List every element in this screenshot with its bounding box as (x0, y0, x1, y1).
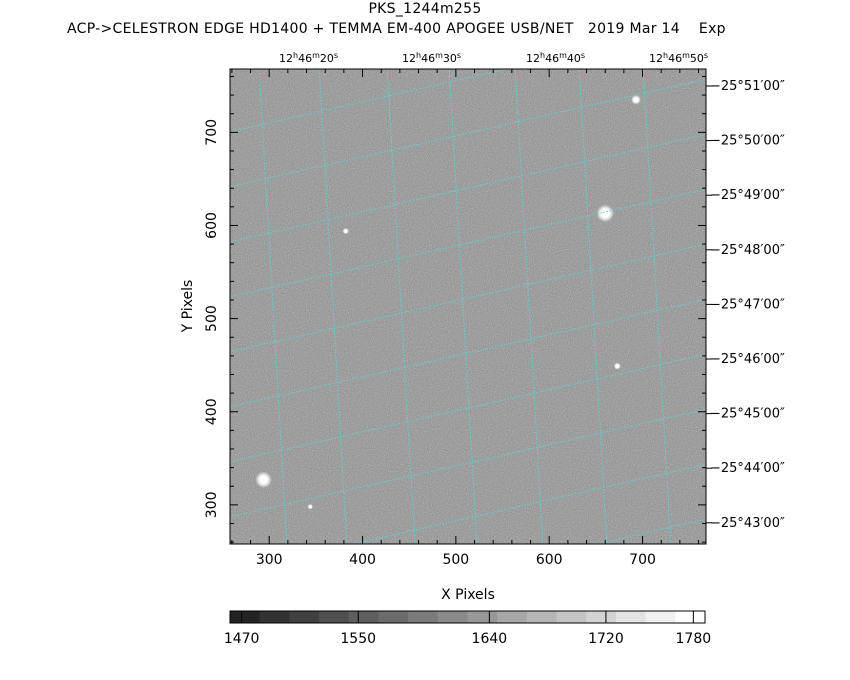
dec-grid-line (230, 78, 706, 188)
dec-grid-line (230, 243, 706, 353)
ra-grid-line (578, 69, 608, 544)
colorbar-swatch (497, 611, 528, 623)
colorbar-swatch (319, 611, 350, 623)
coordinate-grid (230, 69, 706, 544)
sky-image (230, 69, 706, 544)
star (613, 362, 621, 370)
star (631, 94, 641, 105)
x-tick-label: 300 (256, 552, 283, 568)
x-axis-label: X Pixels (441, 587, 495, 603)
dec-tick-label: −25°49′00″ (710, 188, 785, 203)
ra-tick-label: 12h46m50s (649, 51, 708, 66)
star-sources (255, 94, 641, 510)
x-tick-label: 700 (629, 552, 656, 568)
y-tick-label: 500 (204, 305, 220, 332)
ra-tick-label: 12h46m30s (402, 51, 461, 66)
image-subtitle: ACP->CELESTRON EDGE HD1400 + TEMMA EM-40… (67, 21, 726, 37)
y-tick-label: 300 (204, 492, 220, 519)
y-tick-label: 600 (204, 212, 220, 239)
y-tick-label: 400 (204, 398, 220, 425)
ra-tick-label: 12h46m40s (526, 51, 585, 66)
colorbar-label: 1470 (224, 631, 260, 647)
colorbar-label: 1780 (676, 631, 712, 647)
colorbar-labels: 1470 1550 1640 1720 1780 (224, 611, 711, 647)
dec-grid-line (230, 298, 706, 408)
colorbar-label: 1550 (340, 631, 376, 647)
colorbar-frame (229, 610, 706, 624)
ra-grid-line (258, 69, 288, 544)
colorbar-swatch (259, 611, 290, 623)
colorbar-swatch (675, 611, 706, 623)
colorbar-swatch (526, 611, 558, 623)
ra-tick-label: 12h46m20s (279, 51, 338, 66)
dec-tick-label: −25°45′00″ (710, 407, 785, 422)
star (255, 471, 272, 488)
star (307, 504, 313, 510)
ra-grid-line (386, 69, 416, 544)
colorbar-swatch (289, 611, 320, 623)
dec-grid-line (594, 518, 706, 544)
dec-tick-label: −25°50′00″ (710, 134, 785, 149)
star (342, 227, 349, 235)
dec-tick-label: −25°47′00″ (710, 297, 785, 312)
ra-axis-labels: 12h46m20s 12h46m30s 12h46m40s 12h46m50s (279, 51, 708, 66)
colorbar-swatch (408, 611, 439, 623)
ra-grid-line (318, 69, 348, 544)
colorbar-swatch (556, 611, 587, 623)
dec-tick-label: −25°44′00″ (710, 461, 785, 476)
dec-tick-label: −25°43′00″ (710, 516, 785, 531)
dec-axis-labels: −25°51′00″ −25°50′00″ −25°49′00″ −25°48′00″… (706, 79, 785, 531)
ra-grid-line (448, 69, 478, 544)
colorbar-swatch (378, 611, 409, 623)
image-frame (229, 68, 707, 545)
dec-grid-line (230, 353, 706, 463)
colorbar-label: 1720 (588, 631, 624, 647)
y-axis-label: Y Pixels (180, 280, 196, 334)
image-title: PKS_1244m255 (368, 1, 482, 17)
colorbar-swatch (230, 611, 261, 623)
x-tick-label: 400 (349, 552, 376, 568)
colorbar-swatch (586, 611, 617, 623)
ra-grid-line (514, 69, 544, 544)
dec-grid-line (230, 188, 706, 298)
colorbar-swatch (437, 611, 468, 623)
ra-grid-line (642, 69, 672, 544)
dec-tick-label: −25°48′00″ (710, 243, 785, 258)
y-axis-ticks: 300 400 500 600 700 (204, 75, 706, 543)
colorbar-swatch (348, 611, 379, 623)
y-tick-label: 700 (204, 119, 220, 146)
dec-grid-line (230, 408, 706, 518)
colorbar (229, 610, 706, 624)
dec-tick-label: −25°51′00″ (710, 79, 785, 94)
colorbar-label: 1640 (472, 631, 508, 647)
x-axis-ticks: 300 400 500 600 700 (231, 69, 700, 568)
colorbar-swatch (467, 611, 498, 623)
dec-tick-label: −25°46′00″ (710, 352, 785, 367)
colorbar-swatch (645, 611, 676, 623)
dec-grid-line (230, 69, 511, 133)
star (596, 204, 614, 223)
dec-grid-line (230, 133, 706, 243)
x-tick-label: 500 (442, 552, 469, 568)
colorbar-swatch (615, 611, 647, 623)
dec-grid-line (350, 463, 706, 544)
x-tick-label: 600 (536, 552, 563, 568)
